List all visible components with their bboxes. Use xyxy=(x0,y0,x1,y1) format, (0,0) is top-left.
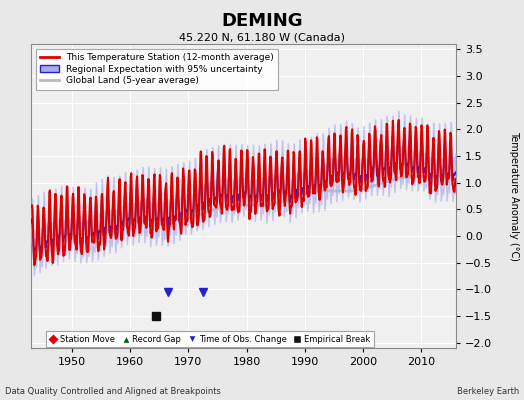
Text: Berkeley Earth: Berkeley Earth xyxy=(456,387,519,396)
Text: DEMING: DEMING xyxy=(221,12,303,30)
Text: 45.220 N, 61.180 W (Canada): 45.220 N, 61.180 W (Canada) xyxy=(179,32,345,42)
Text: Data Quality Controlled and Aligned at Breakpoints: Data Quality Controlled and Aligned at B… xyxy=(5,387,221,396)
Legend: Station Move, Record Gap, Time of Obs. Change, Empirical Break: Station Move, Record Gap, Time of Obs. C… xyxy=(46,331,374,347)
Y-axis label: Temperature Anomaly (°C): Temperature Anomaly (°C) xyxy=(509,131,519,261)
